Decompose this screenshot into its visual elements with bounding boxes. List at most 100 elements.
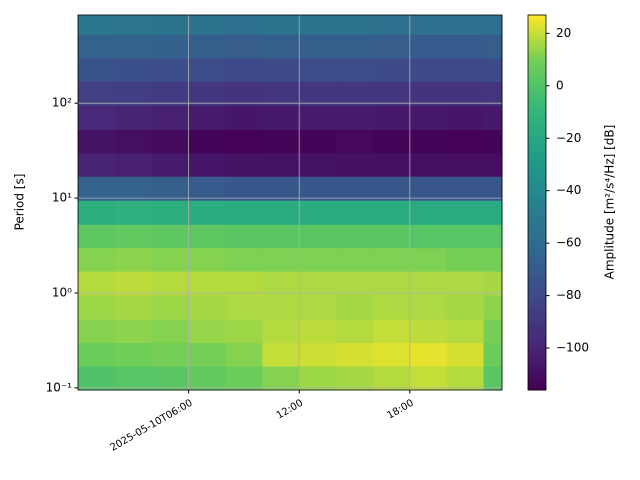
heatmap-cell [409, 247, 448, 272]
heatmap-cell [188, 342, 226, 367]
heatmap-cell [188, 57, 226, 82]
colorbar-step [528, 261, 546, 266]
colorbar-step [528, 358, 546, 363]
colorbar-step [528, 286, 546, 291]
heatmap-cell [446, 295, 485, 320]
colorbar-step [528, 65, 546, 69]
colorbar-step [528, 171, 546, 175]
heatmap-cell [78, 295, 116, 320]
heatmap-cell [336, 176, 374, 201]
colorbar-step [528, 305, 546, 310]
colorbar-step [528, 74, 546, 78]
colorbar-step [528, 86, 546, 91]
colorbar-step [528, 371, 546, 375]
colorbar-step [528, 71, 546, 75]
colorbar-step [528, 33, 546, 38]
colorbar-step [528, 274, 546, 278]
heatmap-cell [299, 342, 337, 367]
heatmap-cell [299, 366, 337, 391]
colorbar-step [528, 380, 546, 385]
heatmap-cell [336, 129, 374, 154]
heatmap-cell [262, 271, 300, 296]
colorbar-step [528, 233, 546, 238]
colorbar-step [528, 355, 546, 360]
colorbar-step [528, 383, 546, 388]
heatmap-cell [262, 129, 300, 154]
colorbar-step [528, 193, 546, 197]
heatmap-cell [483, 247, 503, 272]
heatmap-cell [78, 271, 116, 296]
heatmap-cell [446, 152, 485, 177]
heatmap-cell [188, 105, 226, 130]
heatmap-cell [299, 15, 337, 35]
colorbar-step [528, 80, 546, 85]
colorbar-step [528, 327, 546, 332]
heatmap-cell [78, 57, 116, 82]
colorbar-step [528, 149, 546, 153]
heatmap-cell [114, 152, 153, 177]
heatmap-cell [114, 271, 153, 296]
colorbar-step [528, 321, 546, 325]
colorbar-step [528, 165, 546, 169]
heatmap-cell [188, 129, 226, 154]
colorbar-step [528, 40, 546, 44]
heatmap-cell [262, 81, 300, 106]
colorbar-step [528, 377, 546, 382]
heatmap-cell [446, 105, 485, 130]
colorbar-step [528, 302, 546, 307]
heatmap-cell [372, 129, 411, 154]
heatmap-cell [151, 152, 190, 177]
heatmap-cell [151, 366, 190, 391]
heatmap-cell [262, 342, 300, 367]
colorbar-tick-label: −100 [556, 341, 589, 355]
colorbar-step [528, 205, 546, 210]
heatmap-cell [188, 15, 226, 35]
heatmap-cell [114, 129, 153, 154]
heatmap-cell [483, 15, 503, 35]
heatmap-cell [114, 81, 153, 106]
heatmap-cell [262, 295, 300, 320]
colorbar-step [528, 168, 546, 172]
heatmap-cell [78, 152, 116, 177]
heatmap-cell [336, 224, 374, 249]
heatmap-cell [372, 34, 411, 59]
heatmap-cell [114, 319, 153, 344]
colorbar-step [528, 227, 546, 232]
heatmap-cell [483, 57, 503, 82]
heatmap-cell [336, 295, 374, 320]
heatmap-cell [262, 200, 300, 225]
x-tick-label: 2025-05-10T06:00 [109, 398, 195, 454]
colorbar-step [528, 140, 546, 144]
colorbar-step [528, 308, 546, 313]
heatmap-cell [225, 105, 263, 130]
heatmap-cell [299, 34, 337, 59]
colorbar-step [528, 365, 546, 369]
colorbar-step [528, 186, 546, 191]
heatmap-cell [78, 105, 116, 130]
heatmap-cell [336, 247, 374, 272]
heatmap-cell [78, 247, 116, 272]
heatmap-cell [446, 15, 485, 35]
colorbar-step [528, 290, 546, 294]
colorbar-label: Amplitude [m²/s⁴/Hz] [dB] [603, 125, 617, 280]
heatmap-cell [446, 247, 485, 272]
heatmap-cell [336, 57, 374, 82]
heatmap-cell [114, 176, 153, 201]
heatmap-cell [372, 319, 411, 344]
colorbar-step [528, 152, 546, 157]
heatmap-cell [409, 176, 448, 201]
heatmap-cell [188, 224, 226, 249]
heatmap-cell [151, 342, 190, 367]
heatmap-cell [409, 224, 448, 249]
colorbar-step [528, 230, 546, 235]
colorbar-step [528, 43, 546, 47]
heatmap-cell [188, 319, 226, 344]
heatmap-cell [409, 342, 448, 367]
colorbar-step [528, 36, 546, 41]
heatmap-cell [151, 176, 190, 201]
heatmap-cell [151, 319, 190, 344]
heatmap-cell [299, 271, 337, 296]
heatmap-cell [299, 176, 337, 201]
colorbar-step [528, 15, 546, 19]
colorbar-step [528, 30, 546, 35]
